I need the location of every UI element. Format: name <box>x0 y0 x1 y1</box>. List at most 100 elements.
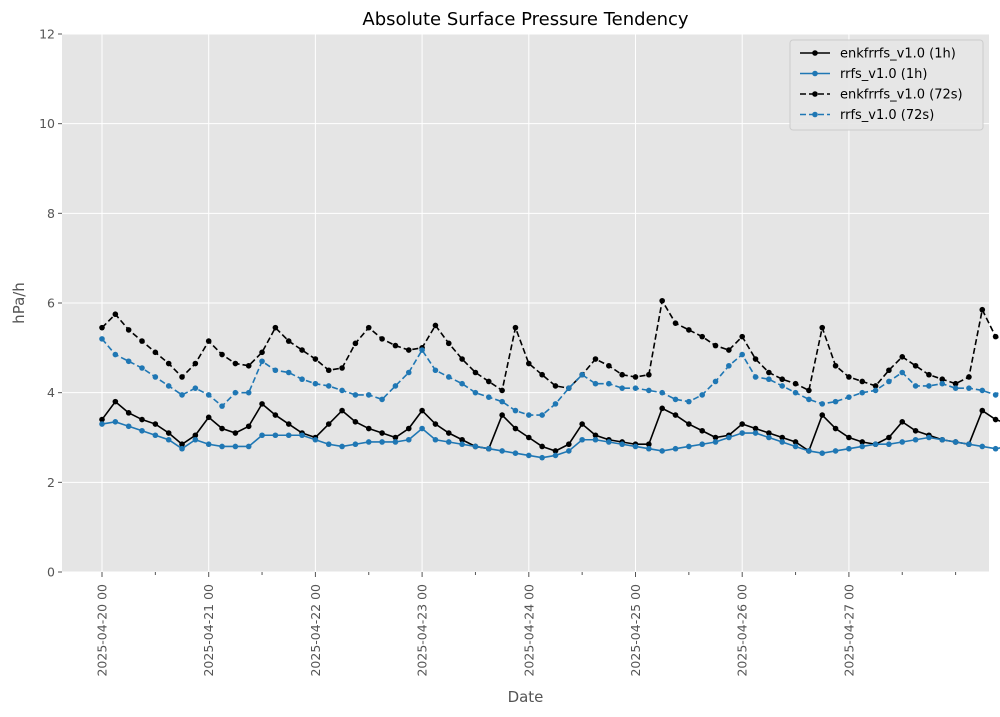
legend-swatch-marker <box>812 50 818 56</box>
data-point <box>232 389 239 396</box>
legend-label: enkfrrfs_v1.0 (72s) <box>840 88 963 103</box>
data-point <box>739 333 745 340</box>
legend-box <box>789 39 984 131</box>
data-point <box>432 421 439 427</box>
x-tick-label: 2025-04-24 00 <box>521 584 536 677</box>
data-point <box>806 396 812 403</box>
data-point <box>792 389 799 396</box>
data-point <box>766 430 772 436</box>
data-point <box>339 365 345 371</box>
data-point <box>512 324 519 331</box>
data-point <box>606 439 612 445</box>
data-point <box>686 327 692 333</box>
y-tick-label: 0 <box>47 565 55 580</box>
data-point <box>459 356 465 362</box>
data-point <box>979 443 986 450</box>
data-point <box>539 443 545 450</box>
data-point <box>952 439 959 445</box>
data-point <box>312 436 319 443</box>
data-point <box>232 360 239 367</box>
data-point <box>766 369 772 376</box>
data-point <box>552 401 559 407</box>
data-point <box>365 392 372 398</box>
data-point <box>832 398 839 405</box>
data-point <box>526 360 532 367</box>
data-point <box>99 336 105 342</box>
data-point <box>606 380 612 387</box>
data-point <box>352 340 359 347</box>
data-point <box>672 412 679 418</box>
data-point <box>379 396 385 403</box>
data-point <box>552 448 559 454</box>
data-point <box>485 378 492 385</box>
data-point <box>939 376 946 383</box>
data-point <box>952 380 959 387</box>
data-point <box>445 439 452 445</box>
data-point <box>992 445 999 452</box>
legend-swatch-marker <box>812 91 818 97</box>
data-point <box>659 405 665 412</box>
data-point <box>966 441 972 448</box>
x-tick-label: 2025-04-23 00 <box>415 584 430 677</box>
data-point <box>125 327 132 333</box>
data-point <box>379 439 385 445</box>
data-point <box>792 380 799 387</box>
data-point <box>712 434 719 441</box>
data-point <box>526 412 532 418</box>
data-point <box>205 338 212 344</box>
data-point <box>686 398 692 405</box>
legend-swatch-marker <box>812 70 818 77</box>
data-point <box>365 425 372 432</box>
data-point <box>352 419 359 425</box>
x-tick-label: 2025-04-27 00 <box>841 584 856 677</box>
data-point <box>766 376 772 383</box>
data-point <box>285 369 292 376</box>
data-point <box>606 362 612 369</box>
data-point <box>325 421 332 427</box>
data-point <box>219 443 225 450</box>
data-point <box>819 401 826 407</box>
y-tick-label: 8 <box>47 206 55 221</box>
data-point <box>659 297 665 304</box>
data-point <box>152 349 159 356</box>
data-point <box>219 351 225 358</box>
data-point <box>392 383 399 389</box>
data-point <box>272 412 279 418</box>
data-point <box>125 358 132 365</box>
data-point <box>192 436 199 443</box>
data-point <box>859 389 866 396</box>
data-point <box>779 434 786 441</box>
data-point <box>966 374 972 380</box>
data-point <box>339 443 345 450</box>
data-point <box>472 369 479 376</box>
data-point <box>699 427 705 434</box>
data-point <box>285 432 292 439</box>
data-point <box>179 441 185 448</box>
data-point <box>766 434 772 441</box>
data-point <box>646 445 652 452</box>
data-point <box>499 398 505 405</box>
data-point <box>192 432 199 439</box>
data-point <box>365 324 372 331</box>
series-line <box>101 338 1000 416</box>
data-point <box>272 432 279 439</box>
data-point <box>979 306 986 313</box>
data-point <box>245 443 252 450</box>
y-tick-label: 10 <box>39 116 55 131</box>
data-point <box>926 371 932 378</box>
data-point <box>259 358 265 365</box>
data-point <box>699 333 705 340</box>
data-point <box>619 441 625 448</box>
data-point <box>752 430 759 436</box>
data-point <box>112 398 119 405</box>
data-point <box>926 434 932 441</box>
data-point <box>686 421 692 427</box>
data-point <box>432 322 439 329</box>
data-point <box>886 434 892 441</box>
data-point <box>792 443 799 450</box>
data-point <box>819 324 826 331</box>
data-point <box>299 432 305 439</box>
data-point <box>485 445 492 452</box>
data-point <box>99 421 105 427</box>
series-line <box>101 298 1000 392</box>
